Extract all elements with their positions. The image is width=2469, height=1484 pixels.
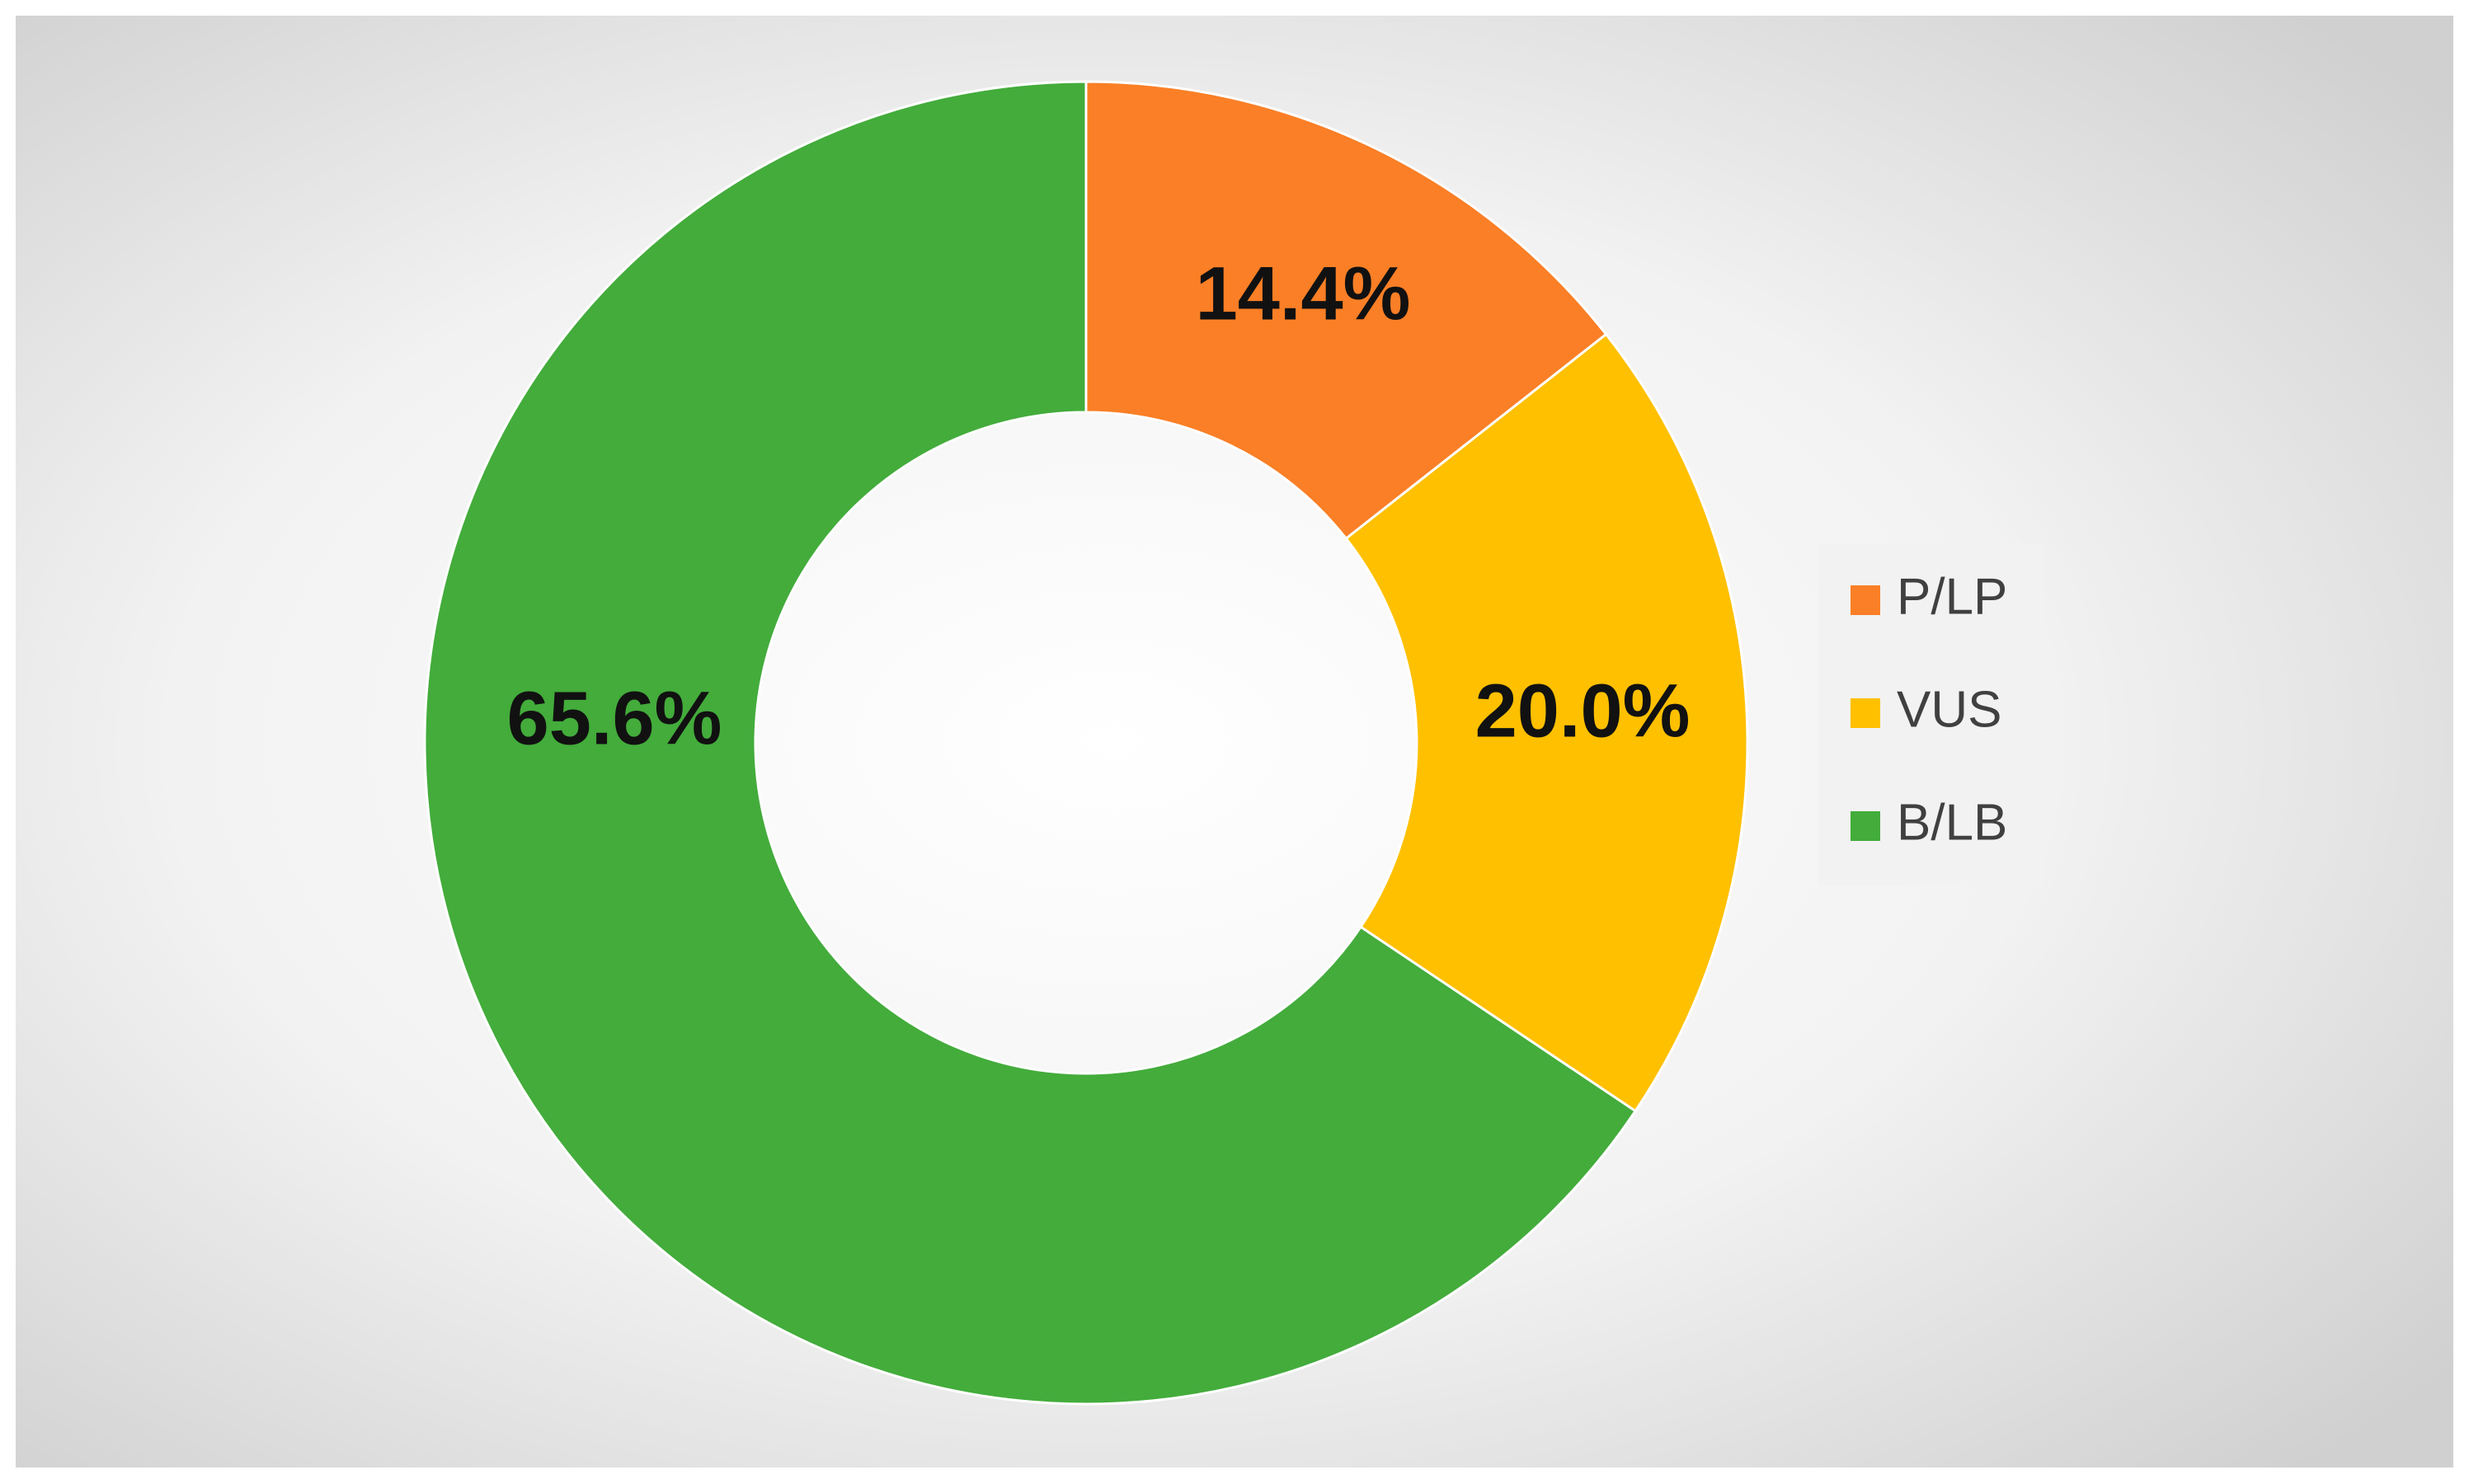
legend-label: B/LB: [1897, 794, 2007, 851]
legend-label: VUS: [1897, 681, 2001, 738]
donut-slice: [1344, 332, 1749, 1113]
value-label: 65.6%: [507, 676, 722, 760]
legend-swatch: [1851, 585, 1880, 615]
value-label: 20.0%: [1475, 669, 1691, 753]
value-label: 14.4%: [1196, 251, 1411, 336]
legend-swatch: [1851, 698, 1880, 728]
legend-swatch: [1851, 811, 1880, 841]
donut-slice: [423, 80, 1638, 1406]
donut-slice: [1084, 80, 1608, 541]
legend-label: P/LP: [1897, 568, 2007, 625]
